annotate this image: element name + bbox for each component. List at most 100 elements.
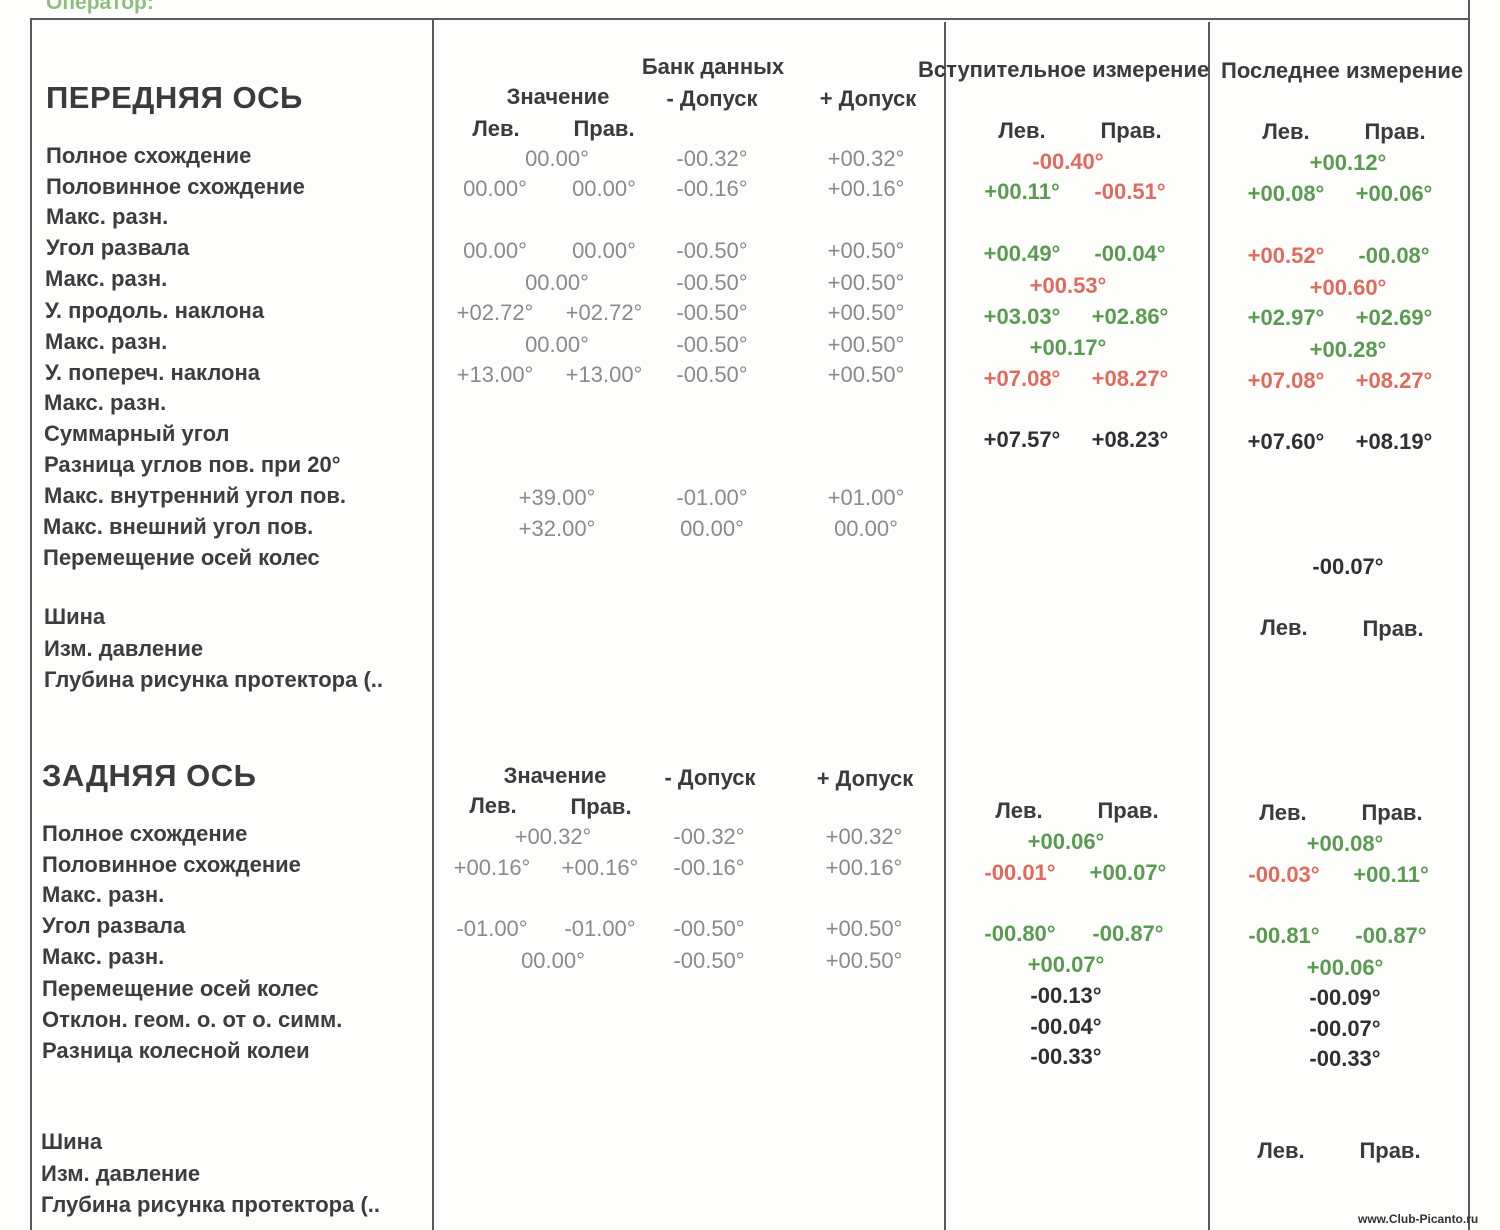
- rear-initial-right: -00.87°: [1092, 921, 1164, 946]
- front-db-plus-tol: +00.16°: [827, 176, 905, 201]
- rear-db-left: -01.00°: [456, 916, 528, 941]
- front-row-label: Разница углов пов. при 20°: [44, 452, 341, 477]
- front-db-plus-tol: +00.50°: [827, 238, 905, 263]
- initial-measurement-title: Вступительное измерение: [918, 57, 1210, 82]
- front-initial-value: -00.40°: [1032, 149, 1104, 174]
- front-initial-right: -00.04°: [1094, 241, 1166, 266]
- initial-right-header: Прав.: [1100, 118, 1162, 143]
- front-db-right: 00.00°: [572, 238, 636, 263]
- front-db-value: +32.00°: [518, 516, 596, 541]
- rear-last-value: +00.06°: [1306, 955, 1384, 980]
- front-db-minus-tol: -01.00°: [676, 485, 748, 510]
- rear-initial-value: +00.06°: [1027, 829, 1105, 854]
- front-initial-left: +03.03°: [983, 304, 1061, 329]
- rear-tire-label: Изм. давление: [41, 1161, 201, 1186]
- rear-initial-left: -00.01°: [984, 860, 1056, 885]
- rear-last-left: -00.03°: [1248, 862, 1320, 887]
- divider-initial: [944, 22, 946, 1230]
- front-initial-left: +00.49°: [983, 241, 1061, 266]
- front-initial-value: +00.17°: [1029, 335, 1107, 360]
- front-initial-value: +00.53°: [1029, 273, 1107, 298]
- front-db-plus-tol: +00.50°: [827, 362, 905, 387]
- rear-last-value: -00.33°: [1309, 1046, 1381, 1071]
- front-db-plus-tol: +00.50°: [827, 332, 905, 357]
- front-last-left: +00.52°: [1247, 243, 1325, 268]
- initial-left-header: Лев.: [998, 118, 1046, 143]
- front-db-minus-tol: -00.50°: [676, 270, 748, 295]
- rear-row-label: Перемещение осей колес: [42, 976, 319, 1001]
- rear-last-left: -00.81°: [1248, 923, 1320, 948]
- front-tire-label: Глубина рисунка протектора (..: [44, 667, 384, 692]
- rear-db-value: 00.00°: [521, 948, 585, 973]
- front-db-plus-tol: +00.50°: [827, 270, 905, 295]
- front-last-left: +07.60°: [1247, 429, 1325, 454]
- rear-initial-value: +00.07°: [1027, 952, 1105, 977]
- left-border: [30, 18, 32, 1230]
- front-row-label: Полное схождение: [46, 143, 252, 168]
- front-db-left: 00.00°: [463, 176, 527, 201]
- front-db-minus-tol: -00.50°: [676, 362, 748, 387]
- front-row-label: У. попереч. наклона: [45, 360, 260, 385]
- front-initial-right: +08.27°: [1091, 366, 1169, 391]
- last-left-header: Лев.: [1262, 119, 1310, 144]
- rear-axle-title: ЗАДНЯЯ ОСЬ: [42, 758, 257, 793]
- front-row-label: Макс. разн.: [44, 390, 167, 415]
- db-right-header: Прав.: [573, 116, 635, 141]
- front-db-minus-tol: -00.50°: [676, 332, 748, 357]
- front-row-label: Половинное схождение: [46, 174, 305, 199]
- rear-db-right-header: Прав.: [570, 794, 632, 819]
- divider-labels: [432, 18, 434, 1230]
- db-value-header: Значение: [506, 84, 610, 109]
- front-db-minus-tol: 00.00°: [680, 516, 744, 541]
- rear-initial-right-header: Прав.: [1097, 798, 1159, 823]
- front-initial-left: +07.08°: [983, 366, 1061, 391]
- front-db-minus-tol: -00.50°: [676, 238, 748, 263]
- rear-initial-left-header: Лев.: [995, 798, 1043, 823]
- rear-last-right: +00.11°: [1353, 862, 1429, 887]
- db-plus-tol-header: + Допуск: [819, 86, 917, 111]
- front-last-right: +08.19°: [1355, 429, 1433, 454]
- divider-last: [1208, 22, 1210, 1230]
- rear-row-label: Разница колесной колеи: [42, 1038, 310, 1063]
- front-tire-label: Изм. давление: [44, 636, 204, 661]
- rear-last-right: -00.87°: [1355, 923, 1427, 948]
- rear-initial-value: -00.04°: [1030, 1014, 1102, 1039]
- front-initial-right: +02.86°: [1091, 304, 1169, 329]
- front-db-right: 00.00°: [572, 176, 636, 201]
- rear-db-plus-tol: +00.32°: [825, 824, 903, 849]
- front-initial-right: -00.51°: [1094, 179, 1166, 204]
- rear-row-label: Половинное схождение: [42, 852, 301, 877]
- rear-db-right: +00.16°: [561, 855, 639, 880]
- front-db-value: 00.00°: [525, 270, 589, 295]
- front-db-minus-tol: -00.50°: [676, 300, 748, 325]
- db-minus-tol-header: - Допуск: [666, 86, 758, 111]
- rear-tire-label: Глубина рисунка протектора (..: [41, 1192, 381, 1217]
- rear-db-plus-tol: +00.50°: [825, 948, 903, 973]
- rear-last-left-header: Лев.: [1259, 800, 1307, 825]
- front-row-label: Макс. разн.: [45, 266, 168, 291]
- rear-db-plus-tol: +00.50°: [825, 916, 903, 941]
- db-left-header: Лев.: [472, 116, 520, 141]
- front-tire-right-header: Прав.: [1362, 616, 1424, 641]
- rear-row-label: Макс. разн.: [42, 944, 165, 969]
- front-last-value: +00.60°: [1309, 275, 1387, 300]
- front-db-plus-tol: +00.50°: [827, 300, 905, 325]
- front-initial-left: +00.11°: [984, 179, 1060, 204]
- front-db-left: +13.00°: [456, 362, 534, 387]
- last-right-header: Прав.: [1364, 119, 1426, 144]
- front-last-left: +00.08°: [1247, 181, 1325, 206]
- front-db-plus-tol: +00.32°: [827, 146, 905, 171]
- rear-db-minus-tol: -00.16°: [673, 855, 745, 880]
- rear-db-right: -01.00°: [564, 916, 636, 941]
- rear-db-minus-tol-header: - Допуск: [664, 765, 756, 790]
- front-db-plus-tol: +01.00°: [827, 485, 905, 510]
- rear-row-label: Угол развала: [42, 913, 186, 938]
- rear-db-value-header: Значение: [503, 763, 607, 788]
- front-row-label: Макс. разн.: [45, 329, 168, 354]
- front-row-label: Макс. внешний угол пов.: [43, 514, 314, 539]
- rear-tire-right-header: Прав.: [1359, 1138, 1421, 1163]
- rear-row-label: Отклон. геом. о. от о. симм.: [42, 1007, 343, 1032]
- front-db-value: 00.00°: [525, 146, 589, 171]
- rear-db-plus-tol: +00.16°: [825, 855, 903, 880]
- front-row-label: Суммарный угол: [44, 421, 230, 446]
